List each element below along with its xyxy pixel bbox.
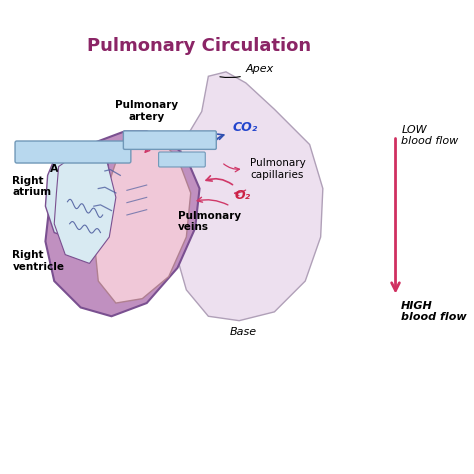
- Polygon shape: [46, 131, 200, 316]
- Text: O₂: O₂: [235, 189, 251, 201]
- FancyBboxPatch shape: [159, 152, 205, 167]
- Text: LOW
blood flow: LOW blood flow: [401, 125, 458, 146]
- Polygon shape: [54, 151, 116, 264]
- Text: Base: Base: [230, 327, 257, 337]
- Text: Pulmonary
veins: Pulmonary veins: [178, 211, 241, 232]
- Polygon shape: [175, 72, 323, 321]
- Text: Pulmonary
capillaries: Pulmonary capillaries: [250, 158, 306, 180]
- Text: Pulmonary Circulation: Pulmonary Circulation: [88, 36, 311, 55]
- Text: CO₂: CO₂: [233, 121, 258, 134]
- FancyBboxPatch shape: [15, 141, 131, 163]
- Text: HIGH
blood flow: HIGH blood flow: [401, 301, 467, 322]
- Text: Pulmonary
artery: Pulmonary artery: [115, 100, 178, 122]
- Text: Apex: Apex: [220, 64, 274, 78]
- FancyBboxPatch shape: [123, 131, 216, 149]
- Text: Right
atrium: Right atrium: [12, 175, 52, 197]
- Text: Aorta: Aorta: [50, 164, 85, 174]
- Polygon shape: [94, 136, 191, 303]
- Text: Right
ventricle: Right ventricle: [12, 250, 64, 272]
- Polygon shape: [46, 142, 111, 241]
